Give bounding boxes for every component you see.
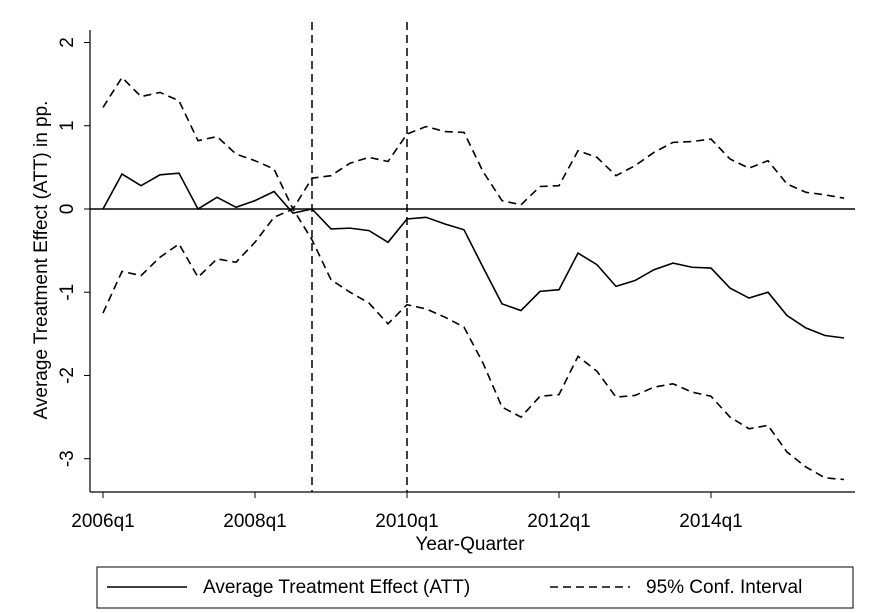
y-tick-label: 0 xyxy=(57,204,78,215)
legend-label: 95% Conf. Interval xyxy=(646,577,802,598)
y-tick-label: 1 xyxy=(57,120,78,131)
x-tick-label: 2010q1 xyxy=(375,511,438,532)
y-tick-label: -2 xyxy=(57,367,78,384)
legend-label: Average Treatment Effect (ATT) xyxy=(203,577,470,598)
y-tick-label: 2 xyxy=(57,37,78,48)
series-line xyxy=(102,76,845,211)
series-line xyxy=(102,207,845,481)
series-line xyxy=(102,172,845,339)
y-tick-label: -3 xyxy=(57,450,78,467)
x-tick-label: 2012q1 xyxy=(527,511,590,532)
x-axis-title: Year-Quarter xyxy=(415,534,525,555)
x-tick-label: 2014q1 xyxy=(679,511,742,532)
legend-box xyxy=(96,566,854,609)
x-tick-label: 2008q1 xyxy=(223,511,286,532)
y-tick-label: -1 xyxy=(57,284,78,301)
x-tick-label: 2006q1 xyxy=(71,511,134,532)
y-axis-title: Average Treatment Effect (ATT) in pp. xyxy=(31,101,52,420)
